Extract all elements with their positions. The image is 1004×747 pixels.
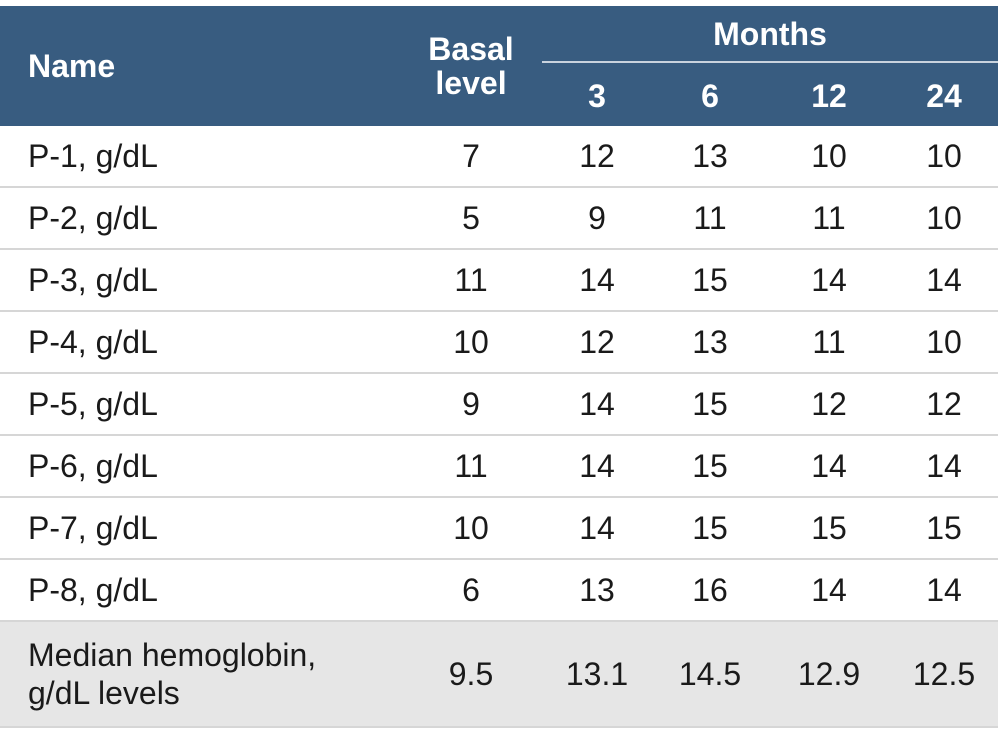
cell-month-12: 14 xyxy=(768,435,890,498)
cell-month-6: 13 xyxy=(652,126,768,188)
cell-month-24: 15 xyxy=(890,497,998,560)
cell-month-3: 12 xyxy=(542,311,652,374)
cell-basal: 10 xyxy=(400,311,542,374)
table-row: P-5, g/dL 9 14 15 12 12 xyxy=(0,373,998,436)
cell-basal: 6 xyxy=(400,559,542,622)
cell-month-3: 13 xyxy=(542,559,652,622)
header-month-6: 6 xyxy=(652,66,768,126)
cell-month-6: 15 xyxy=(652,497,768,560)
header-month-12: 12 xyxy=(768,66,890,126)
row-name: P-3, g/dL xyxy=(0,249,400,312)
cell-month-3: 14 xyxy=(542,373,652,436)
cell-basal: 5 xyxy=(400,187,542,250)
cell-month-3: 9 xyxy=(542,187,652,250)
median-month-6: 14.5 xyxy=(652,621,768,728)
cell-month-6: 15 xyxy=(652,249,768,312)
cell-month-24: 12 xyxy=(890,373,998,436)
cell-month-3: 14 xyxy=(542,435,652,498)
median-row: Median hemoglobin, g/dL levels 9.5 13.1 … xyxy=(0,621,998,728)
cell-month-6: 11 xyxy=(652,187,768,250)
cell-month-24: 10 xyxy=(890,126,998,188)
median-month-12: 12.9 xyxy=(768,621,890,728)
table-row: P-8, g/dL 6 13 16 14 14 xyxy=(0,559,998,622)
cell-month-3: 14 xyxy=(542,497,652,560)
cell-month-24: 14 xyxy=(890,249,998,312)
row-name: P-4, g/dL xyxy=(0,311,400,374)
cell-month-24: 14 xyxy=(890,559,998,622)
cell-month-12: 10 xyxy=(768,126,890,188)
cell-basal: 9 xyxy=(400,373,542,436)
table-row: P-3, g/dL 11 14 15 14 14 xyxy=(0,249,998,312)
cell-basal: 11 xyxy=(400,249,542,312)
header-basal-level: Basal level xyxy=(400,6,542,126)
row-name: P-6, g/dL xyxy=(0,435,400,498)
cell-basal: 7 xyxy=(400,126,542,188)
cell-month-12: 11 xyxy=(768,187,890,250)
median-label: Median hemoglobin, g/dL levels xyxy=(0,621,400,728)
row-name: P-1, g/dL xyxy=(0,126,400,188)
row-name: P-7, g/dL xyxy=(0,497,400,560)
median-basal: 9.5 xyxy=(400,621,542,728)
cell-month-6: 13 xyxy=(652,311,768,374)
table-row: P-7, g/dL 10 14 15 15 15 xyxy=(0,497,998,560)
row-name: P-8, g/dL xyxy=(0,559,400,622)
cell-month-24: 10 xyxy=(890,311,998,374)
row-name: P-5, g/dL xyxy=(0,373,400,436)
cell-month-12: 14 xyxy=(768,559,890,622)
cell-month-12: 14 xyxy=(768,249,890,312)
cell-month-24: 10 xyxy=(890,187,998,250)
cell-month-6: 15 xyxy=(652,435,768,498)
cell-basal: 10 xyxy=(400,497,542,560)
cell-month-3: 12 xyxy=(542,126,652,188)
cell-month-6: 15 xyxy=(652,373,768,436)
table-row: P-1, g/dL 7 12 13 10 10 xyxy=(0,126,998,188)
hemoglobin-table: Name Basal level Months 3 6 12 24 P-1, g… xyxy=(0,6,998,728)
cell-month-12: 11 xyxy=(768,311,890,374)
cell-month-12: 12 xyxy=(768,373,890,436)
median-month-3: 13.1 xyxy=(542,621,652,728)
table-row: P-6, g/dL 11 14 15 14 14 xyxy=(0,435,998,498)
row-name: P-2, g/dL xyxy=(0,187,400,250)
cell-month-3: 14 xyxy=(542,249,652,312)
table-row: P-2, g/dL 5 9 11 11 10 xyxy=(0,187,998,250)
cell-month-12: 15 xyxy=(768,497,890,560)
header-month-24: 24 xyxy=(890,66,998,126)
header-months: Months xyxy=(542,6,998,66)
median-month-24: 12.5 xyxy=(890,621,998,728)
table-row: P-4, g/dL 10 12 13 11 10 xyxy=(0,311,998,374)
cell-month-6: 16 xyxy=(652,559,768,622)
header-month-3: 3 xyxy=(542,66,652,126)
cell-basal: 11 xyxy=(400,435,542,498)
cell-month-24: 14 xyxy=(890,435,998,498)
header-name: Name xyxy=(0,6,400,126)
